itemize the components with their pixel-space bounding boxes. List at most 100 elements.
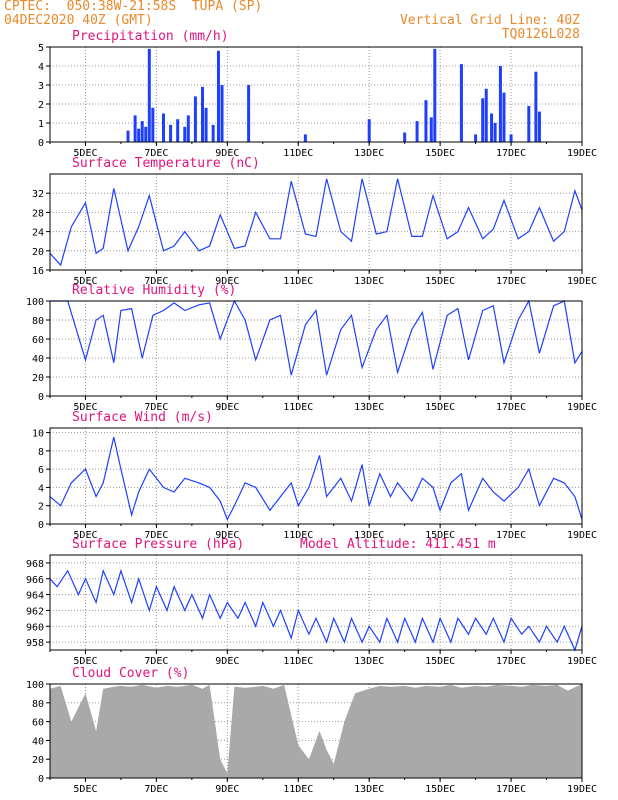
- temp-ytick-label: 24: [32, 228, 44, 239]
- cloud-xtick-label: 19DEC: [567, 784, 597, 795]
- temp-xtick-label: 17DEC: [496, 276, 526, 287]
- wind-ytick-label: 0: [38, 520, 44, 531]
- cloud-title: Cloud Cover (%): [72, 666, 189, 681]
- precip-bar: [147, 48, 151, 142]
- rh-xtick-label: 5DEC: [73, 402, 97, 413]
- wind-xtick-label: 17DEC: [496, 530, 526, 541]
- precip-bar: [151, 107, 155, 142]
- precip-bar: [176, 119, 180, 142]
- wind-xtick-label: 5DEC: [73, 530, 97, 541]
- precip-ytick-label: 5: [38, 43, 44, 54]
- pressure-xtick-label: 13DEC: [354, 656, 384, 667]
- precip-ytick-label: 4: [38, 62, 44, 73]
- precip-bar: [498, 66, 502, 142]
- rh-ytick-label: 0: [38, 392, 44, 403]
- temp-xtick-label: 11DEC: [283, 276, 313, 287]
- pressure-annotation: Model Altitude: 411.451 m: [300, 537, 496, 552]
- wind-ytick-label: 4: [38, 483, 44, 494]
- precip-bar: [474, 134, 478, 142]
- precip-bar: [220, 85, 224, 142]
- wind-xtick-label: 9DEC: [215, 530, 239, 541]
- wind-xtick-label: 11DEC: [283, 530, 313, 541]
- pressure-ytick-label: 964: [26, 591, 44, 602]
- rh-ytick-label: 60: [32, 335, 44, 346]
- wind-xtick-label: 19DEC: [567, 530, 597, 541]
- cloud-xtick-label: 9DEC: [215, 784, 239, 795]
- rh-ytick-label: 80: [32, 316, 44, 327]
- precip-bar: [490, 113, 494, 142]
- pressure-ytick-label: 966: [26, 575, 44, 586]
- temp-xtick-label: 9DEC: [215, 276, 239, 287]
- vertical-grid-label: Vertical Grid Line: 40Z: [399, 13, 580, 28]
- pressure-xtick-label: 17DEC: [496, 656, 526, 667]
- precip-bar: [186, 115, 190, 142]
- precip-bar: [424, 100, 428, 142]
- precip-bar: [216, 50, 220, 142]
- rh-xtick-label: 9DEC: [215, 402, 239, 413]
- precip-bar: [459, 64, 463, 142]
- temp-xtick-label: 19DEC: [567, 276, 597, 287]
- wind-xtick-label: 15DEC: [425, 530, 455, 541]
- precip-bar: [509, 134, 513, 142]
- precip-bar: [429, 117, 433, 142]
- precip-bar: [403, 132, 407, 142]
- wind-frame: [49, 427, 583, 525]
- precip-xtick-label: 9DEC: [215, 148, 239, 159]
- cloud-ytick-label: 60: [32, 718, 44, 729]
- cloud-ytick-label: 100: [26, 680, 44, 691]
- precip-ytick-label: 0: [38, 138, 44, 149]
- precip-xtick-label: 13DEC: [354, 148, 384, 159]
- pressure-frame: [49, 554, 583, 651]
- cloud-ytick-label: 20: [32, 755, 44, 766]
- cloud-xtick-label: 15DEC: [425, 784, 455, 795]
- temp-title: Surface Temperature (nC): [72, 156, 260, 171]
- wind-xtick-label: 7DEC: [144, 530, 168, 541]
- temp-ytick-label: 16: [32, 266, 44, 277]
- run-date-label: 04DEC2020 40Z (GMT): [4, 13, 153, 28]
- precip-bar: [144, 126, 148, 142]
- precip-bar: [367, 119, 371, 142]
- precip-bar: [161, 113, 165, 142]
- rh-xtick-label: 11DEC: [283, 402, 313, 413]
- precip-frame: [49, 46, 583, 143]
- precip-bar: [537, 111, 541, 142]
- precip-bar: [183, 126, 187, 142]
- rh-ytick-label: 40: [32, 354, 44, 365]
- precip-bar: [204, 107, 208, 142]
- precip-ytick-label: 1: [38, 119, 44, 130]
- wind-xtick-label: 13DEC: [354, 530, 384, 541]
- precip-xtick-label: 5DEC: [73, 148, 97, 159]
- wind-ytick-label: 10: [32, 429, 44, 440]
- precip-bar: [527, 105, 531, 142]
- precip-bar: [493, 123, 497, 142]
- rh-xtick-label: 7DEC: [144, 402, 168, 413]
- precip-xtick-label: 15DEC: [425, 148, 455, 159]
- temp-series-line: [49, 178, 583, 267]
- rh-ytick-label: 20: [32, 373, 44, 384]
- precip-bar: [140, 121, 144, 142]
- pressure-ytick-label: 968: [26, 559, 44, 570]
- wind-series-line: [49, 436, 583, 521]
- pressure-ytick-label: 962: [26, 606, 44, 617]
- wind-ytick-label: 6: [38, 465, 44, 476]
- cloud-xtick-label: 7DEC: [144, 784, 168, 795]
- precip-xtick-label: 19DEC: [567, 148, 597, 159]
- cloud-xtick-label: 11DEC: [283, 784, 313, 795]
- pressure-xtick-label: 15DEC: [425, 656, 455, 667]
- rh-ytick-label: 100: [26, 297, 44, 308]
- cloud-xtick-label: 5DEC: [73, 784, 97, 795]
- pressure-xtick-label: 11DEC: [283, 656, 313, 667]
- rh-xtick-label: 15DEC: [425, 402, 455, 413]
- cloud-ytick-label: 0: [38, 774, 44, 785]
- pressure-xtick-label: 7DEC: [144, 656, 168, 667]
- precip-bar: [303, 134, 307, 142]
- wind-title: Surface Wind (m/s): [72, 410, 213, 425]
- rh-series-line: [50, 299, 583, 376]
- pressure-ytick-label: 960: [26, 622, 44, 633]
- station-header-line1: CPTEC: 050:38W-21:58S TUPA (SP): [4, 0, 263, 14]
- precip-bar: [133, 115, 137, 142]
- precip-title: Precipitation (mm/h): [72, 29, 229, 44]
- precip-bar: [481, 98, 485, 142]
- precip-bar: [201, 86, 205, 142]
